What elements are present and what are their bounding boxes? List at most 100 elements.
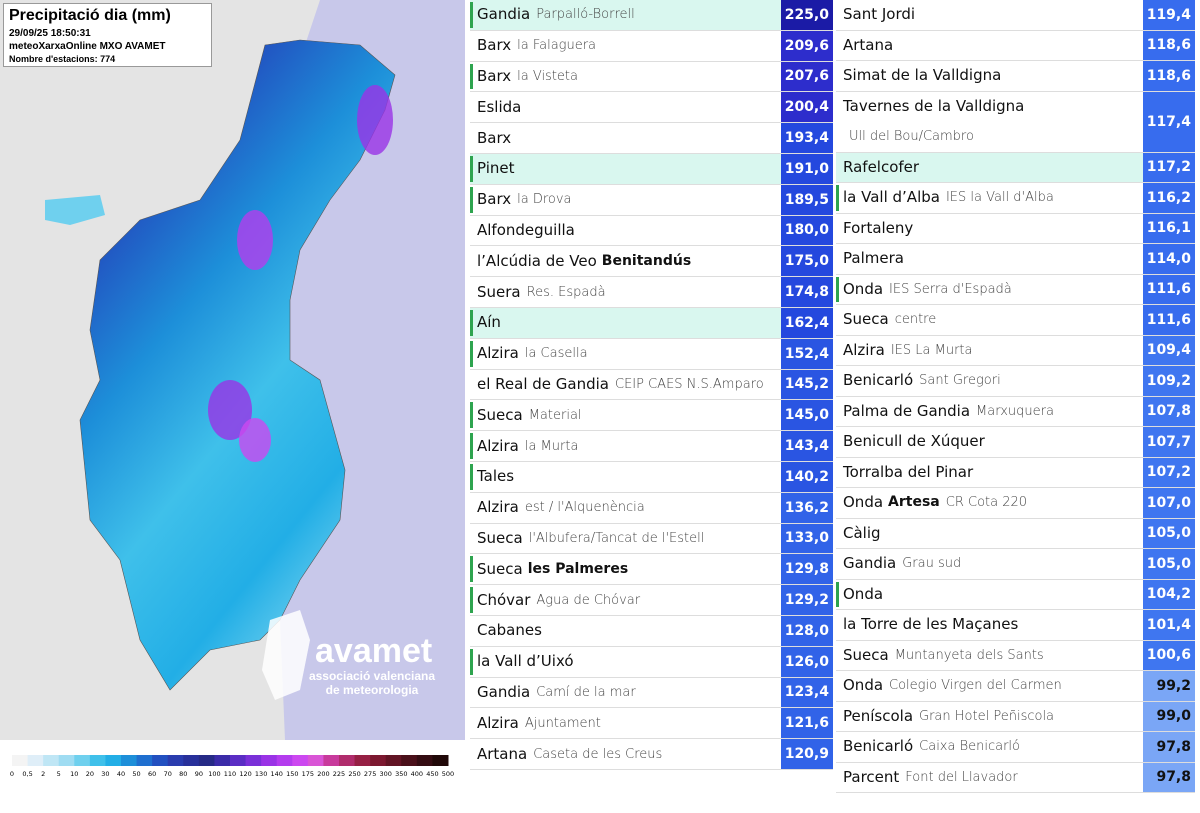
legend-swatch [307,755,324,766]
max-area [357,85,393,155]
legend-label: 150 [286,770,298,778]
legend-label: 60 [148,770,156,778]
ranking-row: Benicarló Caixa Benicarló 97,8 [836,732,1195,763]
legend-swatch [370,755,387,766]
ranking-row: Alzira Ajuntament 121,6 [470,708,833,740]
station-name: Onda [843,580,1137,610]
row-marker [470,186,473,213]
station-name: Gandia Grau sud [843,549,1137,579]
station-town: Sueca [477,405,523,424]
station-place: les Palmeres [527,560,629,577]
precip-value: 118,6 [1143,30,1195,60]
legend-swatch [214,755,231,766]
station-town: Onda [843,493,884,512]
precip-value: 105,0 [1143,518,1195,548]
station-name: Peníscola Gran Hotel Peñiscola [843,702,1137,732]
station-site: Material [528,407,582,423]
station-town: Artana [477,744,528,763]
ranking-row: Palmera 114,0 [836,244,1195,275]
precip-value: 162,4 [781,308,833,338]
legend-label: 20 [86,770,94,778]
station-name: Barx [477,123,775,153]
station-town: l’Alcúdia de Veo [477,251,597,270]
legend-swatch [105,755,122,766]
station-name: Simat de la Valldigna [843,61,1137,91]
precip-value: 174,8 [781,277,833,307]
ranking-row: Alzira est / l'Alquenència 136,2 [470,492,833,524]
station-town: Tales [477,467,515,486]
precip-value: 116,2 [1143,183,1195,213]
legend-label: 2 [41,770,45,778]
legend-swatch [136,755,153,766]
legend-label: 30 [101,770,109,778]
station-name: Onda Artesa CR Cota 220 [843,488,1137,518]
row-marker [470,402,473,429]
precip-value: 109,2 [1143,366,1195,396]
station-name: Rafelcofer [843,153,1137,183]
logo-shape [262,610,310,700]
precip-value: 109,4 [1143,335,1195,365]
row-marker [470,648,473,675]
precip-value: 128,0 [781,616,833,646]
ranking-row: Barx la Drova 189,5 [470,184,833,216]
precip-value: 117,4 [1143,91,1195,152]
station-name: Onda IES Serra d'Espadà [843,275,1137,305]
precip-value: 97,8 [1143,732,1195,762]
legend-swatch [339,755,356,766]
station-name: Onda Colegio Virgen del Carmen [843,671,1137,701]
legend-label: 300 [380,770,392,778]
station-site: Ull del Bou/Cambro [849,129,974,144]
precip-value: 121,6 [781,708,833,739]
legend-label: 275 [364,770,376,778]
precip-value: 99,0 [1143,701,1195,731]
station-site: Res. Espadà [526,284,606,300]
precip-value: 145,0 [781,400,833,431]
precip-value: 189,5 [781,184,833,215]
station-name: Aín [477,308,775,338]
station-name: Sueca les Palmeres [477,554,775,584]
precip-value: 101,4 [1143,610,1195,640]
station-town: Benicarló [843,371,914,390]
station-name: la Vall d’Alba IES la Vall d'Alba [843,183,1137,213]
station-name: la Torre de les Maçanes [843,610,1137,640]
station-name: Tales [477,462,775,492]
ranking-row: l’Alcúdia de Veo Benitandús 175,0 [470,246,833,278]
ranking-row: Barx la Visteta 207,6 [470,61,833,93]
ranking-row: Gandia Parpalló-Borrell 225,0 [470,0,833,31]
map-header: Precipitació dia (mm) 29/09/25 18:50:31 … [3,3,212,67]
row-marker [836,276,839,302]
station-name: Sueca Material [477,400,775,430]
logo-name: avamet [315,632,432,670]
row-marker [470,63,473,90]
legend-swatch [167,755,184,766]
station-name: Alzira Ajuntament [477,708,775,738]
station-place: Artesa [888,494,940,511]
precip-value: 107,2 [1143,457,1195,487]
station-name: Benicull de Xúquer [843,427,1137,457]
map: avamet associació valenciana de meteorol… [0,0,465,813]
legend-swatch [354,755,371,766]
station-town: Sant Jordi [843,5,916,24]
legend-label: 90 [195,770,203,778]
row-marker [470,340,473,367]
max-area [208,380,252,440]
station-name: Gandia Parpalló-Borrell [477,0,775,30]
ranking-row: Pinet 191,0 [470,154,833,185]
legend-label: 120 [239,770,251,778]
precip-value: 97,8 [1143,762,1195,792]
station-town: Palma de Gandia [843,401,971,420]
legend-swatch [276,755,293,766]
station-name: Benicarló Caixa Benicarló [843,732,1137,762]
station-name: Fortaleny [843,214,1137,244]
station-site: Grau sud [902,556,962,572]
station-town: Cabanes [477,621,542,640]
station-town: Alzira [843,340,885,359]
station-town: Sueca [477,528,523,547]
station-site: la Casella [524,346,588,362]
ranking-row: Benicarló Sant Gregori 109,2 [836,366,1195,397]
station-site: Caseta de les Creus [533,746,663,762]
ranking-row: Parcent Font del Llavador 97,8 [836,762,1195,793]
precip-value: 143,4 [781,431,833,461]
ranking-row: Benicull de Xúquer 107,7 [836,427,1195,458]
ranking-row: Gandia Camí de la mar 123,4 [470,677,833,709]
